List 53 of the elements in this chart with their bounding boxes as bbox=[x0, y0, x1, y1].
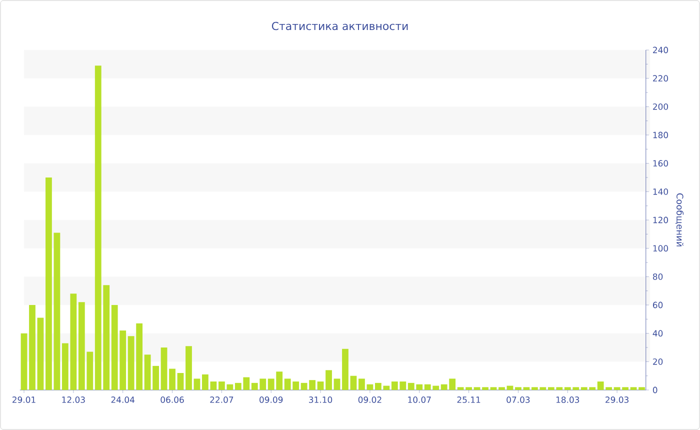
bar bbox=[326, 370, 332, 390]
y-tick-label: 100 bbox=[653, 245, 668, 252]
x-tick-label: 29.01 bbox=[12, 396, 36, 403]
x-tick-label: 29.03 bbox=[606, 396, 628, 403]
y-tick-label: 180 bbox=[653, 132, 668, 138]
x-tick-label: 09.09 bbox=[260, 396, 283, 403]
x-tick-label: 06.06 bbox=[160, 396, 184, 403]
bar bbox=[498, 387, 505, 390]
bar bbox=[20, 333, 28, 390]
y-tick-label: 20 bbox=[653, 358, 663, 365]
bar bbox=[194, 378, 200, 390]
x-tick-label: 12.03 bbox=[62, 396, 85, 403]
bar bbox=[474, 387, 480, 390]
x-tick-label: 24.04 bbox=[111, 396, 134, 403]
bar bbox=[37, 318, 44, 390]
bar bbox=[515, 387, 522, 390]
bar bbox=[160, 348, 168, 390]
y-tick-label: 40 bbox=[652, 330, 663, 337]
bar bbox=[29, 305, 36, 390]
x-tick-label: 25.11 bbox=[457, 396, 480, 403]
x-tick-label: 18.03 bbox=[556, 396, 580, 403]
y-tick-label: 140 bbox=[653, 188, 668, 195]
y-axis-title: Сообщений bbox=[675, 193, 684, 246]
y-tick-label: 160 bbox=[653, 160, 668, 167]
bar bbox=[350, 376, 357, 390]
x-tick-label: 31.10 bbox=[309, 396, 332, 403]
bar bbox=[342, 348, 348, 390]
bar bbox=[317, 382, 324, 390]
x-tick-label: 09.02 bbox=[358, 396, 382, 403]
bar bbox=[638, 387, 645, 390]
x-tick-label: 10.07 bbox=[408, 396, 431, 403]
bar bbox=[202, 374, 208, 390]
bar bbox=[523, 387, 530, 390]
bar bbox=[358, 378, 365, 390]
y-tick-label: 120 bbox=[653, 216, 668, 224]
y-tick-label: 200 bbox=[653, 103, 668, 110]
y-tick-label: 0 bbox=[652, 386, 658, 394]
chart-title: Статистика активности bbox=[272, 22, 408, 30]
bar bbox=[482, 387, 488, 390]
x-tick-label: 22.07 bbox=[210, 396, 234, 403]
bar bbox=[210, 382, 217, 390]
y-tick-label: 80 bbox=[652, 273, 663, 280]
bar bbox=[366, 384, 374, 390]
bar bbox=[186, 346, 192, 390]
bar bbox=[490, 387, 497, 390]
bar bbox=[630, 387, 637, 390]
bar bbox=[169, 368, 176, 390]
y-tick-label: 220 bbox=[653, 75, 668, 82]
x-tick-label: 07.03 bbox=[506, 396, 530, 403]
bar bbox=[177, 373, 184, 390]
y-tick-label: 60 bbox=[653, 302, 663, 308]
y-tick-label: 240 bbox=[653, 46, 668, 54]
bar bbox=[334, 378, 340, 390]
